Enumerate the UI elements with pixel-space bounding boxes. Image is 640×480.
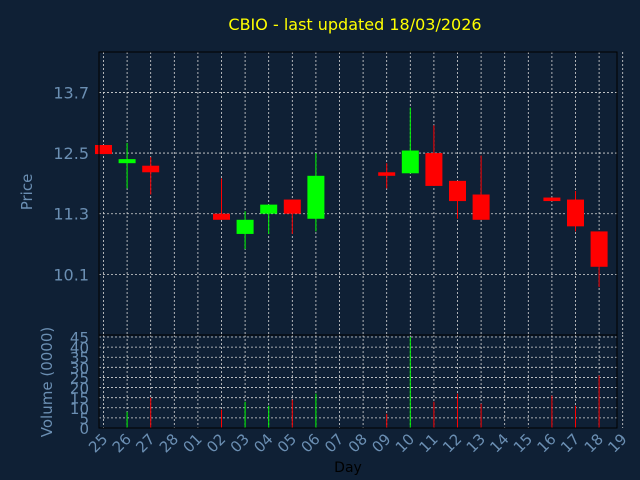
volume-tick-label: 20 bbox=[70, 380, 89, 398]
volume-tick-label: 10 bbox=[70, 400, 89, 418]
candle-up-body bbox=[236, 219, 254, 234]
x-axis-label: Day bbox=[334, 460, 362, 476]
candle-down-body bbox=[142, 165, 160, 173]
volume-tick-label: 35 bbox=[70, 349, 89, 367]
candle-down-body bbox=[95, 144, 112, 155]
price-axis-label: Price bbox=[18, 174, 36, 211]
volume-tick-label: 25 bbox=[70, 369, 89, 387]
chart-title: CBIO - last updated 18/03/2026 bbox=[228, 15, 481, 34]
volume-tick-label: 40 bbox=[70, 339, 89, 357]
volume-tick-label: 0 bbox=[79, 420, 89, 438]
candle-down-body bbox=[213, 213, 230, 220]
candle-down-body bbox=[378, 172, 396, 176]
volume-axis-label: Volume (0000) bbox=[38, 327, 56, 437]
candle-up-body bbox=[118, 159, 136, 164]
price-tick-label: 12.5 bbox=[53, 144, 89, 163]
candle-down-body bbox=[425, 153, 443, 186]
volume-tick-label: 45 bbox=[70, 329, 89, 347]
price-tick-label: 11.3 bbox=[53, 205, 89, 224]
candle-down-body bbox=[472, 194, 490, 220]
price-tick-label: 13.7 bbox=[53, 83, 89, 102]
candle-down-body bbox=[543, 197, 561, 202]
volume-tick-label: 5 bbox=[79, 410, 89, 428]
candle-up-body bbox=[401, 150, 419, 174]
volume-panel-frame bbox=[98, 334, 618, 429]
candle-down-body bbox=[567, 199, 584, 227]
volume-bars bbox=[126, 337, 600, 428]
volume-tick-label: 30 bbox=[70, 359, 89, 377]
candle-down-body bbox=[590, 231, 608, 267]
volume-tick-label: 15 bbox=[70, 390, 89, 408]
price-tick-label: 10.1 bbox=[53, 265, 89, 284]
candle-up-body bbox=[260, 204, 278, 214]
x-tick-labels: 2526272801020304050607080910111213141516… bbox=[85, 430, 630, 456]
candles bbox=[95, 107, 608, 287]
candle-down-body bbox=[283, 199, 301, 214]
price-tick-labels: 13.7 12.5 11.3 10.1 bbox=[53, 83, 89, 284]
candle-down-body bbox=[449, 180, 466, 202]
candle-up-body bbox=[307, 175, 325, 219]
